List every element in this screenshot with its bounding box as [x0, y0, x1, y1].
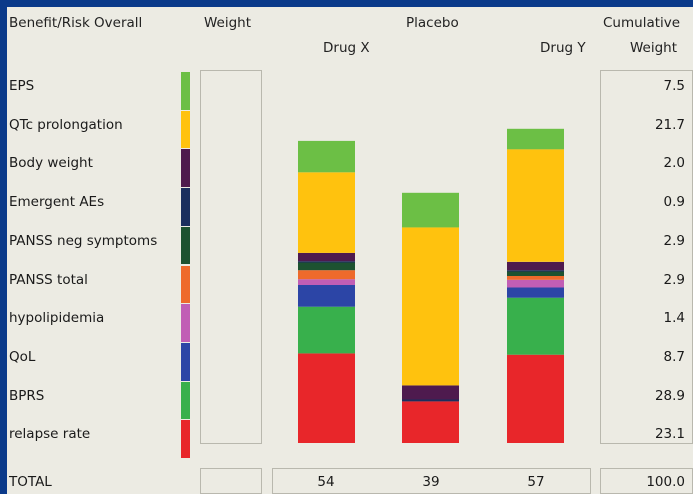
- criterion-color-swatch: [181, 149, 190, 188]
- criterion-label: Body weight: [9, 155, 93, 172]
- criterion-label: hypolipidemia: [9, 310, 105, 327]
- total-score: 39: [422, 474, 440, 490]
- bar-segment: [298, 140, 355, 173]
- criterion-label: relapse rate: [9, 426, 91, 443]
- total-score: 54: [317, 474, 335, 490]
- cumulative-weight-value: 23.1: [654, 426, 685, 443]
- bar-segment: [507, 271, 564, 276]
- weight-column-header: Weight: [204, 15, 252, 31]
- bar-segment: [298, 252, 355, 262]
- total-scores-box: [272, 468, 591, 494]
- criterion-color-swatch: [181, 72, 190, 110]
- bar-segment: [298, 262, 355, 271]
- cumulative-weight-value: 8.7: [663, 348, 685, 365]
- bar-segment: [402, 399, 459, 402]
- total-weight-box: [200, 468, 262, 494]
- criterion-color-swatch: [181, 265, 190, 304]
- placebo-header: Placebo: [406, 15, 459, 31]
- cumulative-weight-value: 7.5: [663, 78, 685, 94]
- criterion-label: BPRS: [9, 387, 45, 404]
- criterion-label: PANSS total: [9, 271, 88, 288]
- total-cumulative-value: 100.0: [646, 474, 685, 490]
- cumulative-weight-value: 2.9: [663, 232, 685, 249]
- bar-segment: [507, 128, 564, 150]
- bar-segment: [298, 306, 355, 354]
- cumulative-weight-value: 2.0: [663, 155, 685, 172]
- criterion-label: QoL: [9, 348, 36, 365]
- cumulative-weight-value: 28.9: [654, 387, 685, 404]
- cumulative-weight-value: 1.4: [663, 310, 685, 327]
- cumulative-weight-header: Weight: [630, 40, 678, 56]
- bar-segment: [298, 270, 355, 280]
- cumulative-header: Cumulative: [603, 15, 681, 31]
- total-score: 57: [527, 474, 545, 490]
- cumulative-weight-box: [600, 70, 693, 444]
- bar-segment: [298, 353, 355, 443]
- bar-segment: [298, 279, 355, 285]
- criterion-color-swatch: [181, 110, 190, 149]
- bar-segment: [507, 149, 564, 262]
- bar-segment: [507, 270, 564, 272]
- bar-segment: [507, 287, 564, 298]
- bar-segment: [507, 354, 564, 443]
- cumulative-weight-value: 0.9: [663, 194, 685, 211]
- bar-segment: [507, 276, 564, 280]
- total-label: TOTAL: [9, 474, 52, 490]
- criterion-color-swatch: [181, 342, 190, 381]
- bar-segment: [298, 172, 355, 253]
- bar-segment: [402, 227, 459, 386]
- criterion-label: EPS: [9, 78, 35, 94]
- criterion-label: PANSS neg symptoms: [9, 232, 158, 249]
- criterion-color-swatch: [181, 420, 190, 458]
- bar-segment: [507, 279, 564, 288]
- bar-segment: [402, 401, 459, 443]
- weight-column-box: [200, 70, 262, 444]
- cumulative-weight-value: 21.7: [654, 116, 685, 133]
- criterion-color-swatch: [181, 381, 190, 420]
- criterion-label: QTc prolongation: [9, 116, 123, 133]
- bar-segment: [402, 385, 459, 400]
- criterion-color-swatch: [181, 188, 190, 226]
- bar-segment: [298, 261, 355, 263]
- drug-y-header: Drug Y: [540, 40, 586, 56]
- criterion-label: Emergent AEs: [9, 194, 105, 211]
- bar-segment: [402, 192, 459, 228]
- criterion-color-swatch: [181, 226, 190, 265]
- bar-segment: [507, 297, 564, 355]
- bar-segment: [507, 261, 564, 271]
- bar-segment: [298, 284, 355, 307]
- drug-x-header: Drug X: [323, 40, 370, 56]
- criterion-color-swatch: [181, 304, 190, 342]
- criteria-column-header: Benefit/Risk Overall: [9, 15, 143, 31]
- cumulative-weight-value: 2.9: [663, 271, 685, 288]
